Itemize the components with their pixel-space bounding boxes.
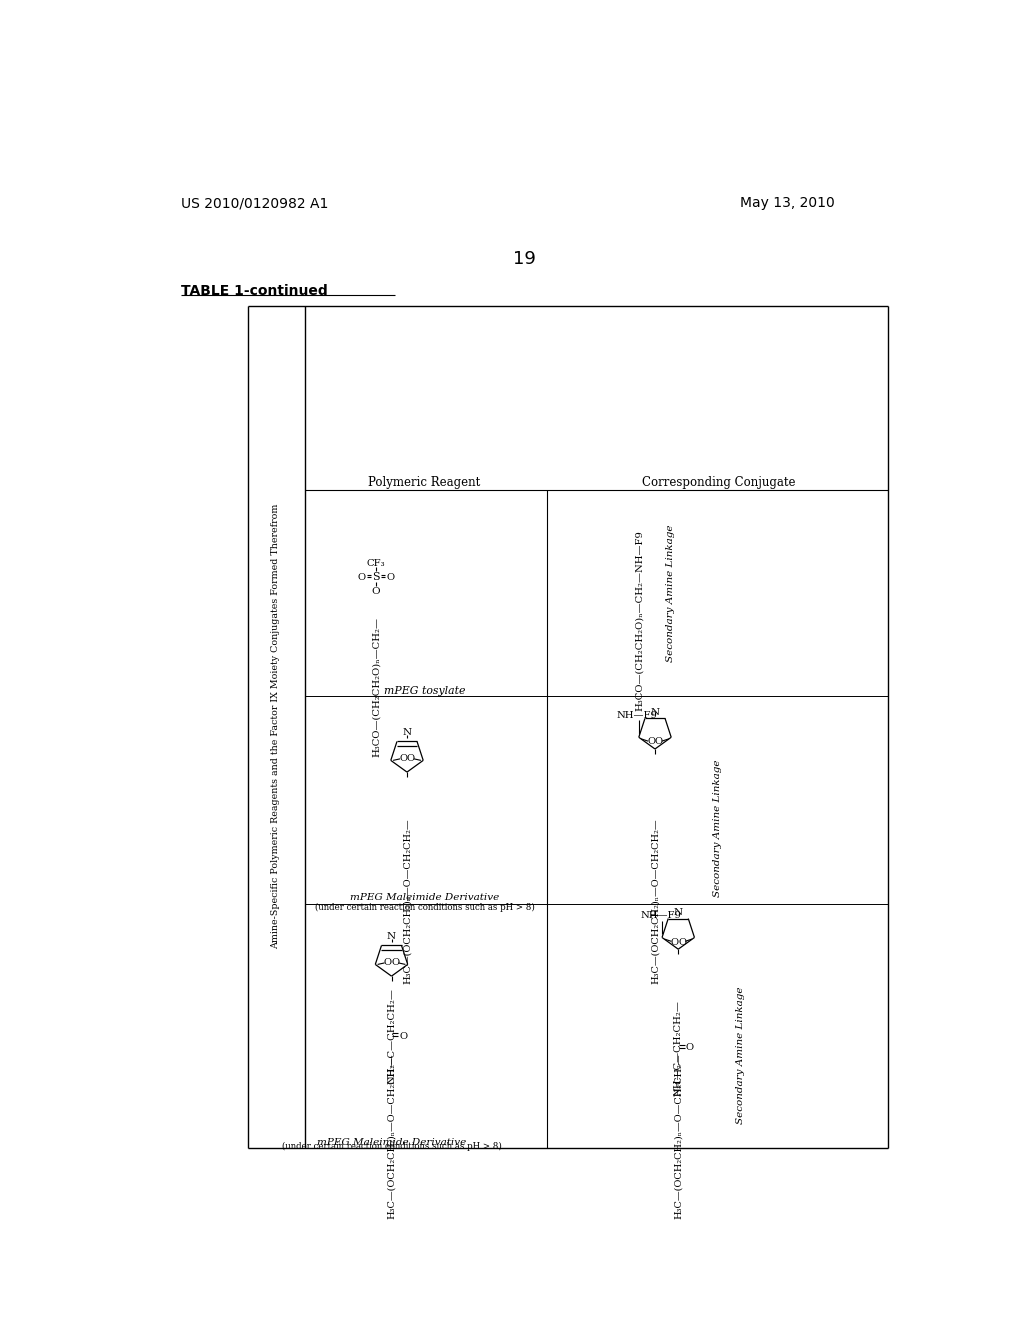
Text: O: O — [399, 754, 408, 763]
Text: Secondary Amine Linkage: Secondary Amine Linkage — [666, 525, 675, 663]
Text: Amine-Specific Polymeric Reagents and the Factor IX Moiety Conjugates Formed The: Amine-Specific Polymeric Reagents and th… — [271, 503, 281, 949]
Text: NH—C—CH₂CH₂—: NH—C—CH₂CH₂— — [387, 989, 396, 1084]
Text: 19: 19 — [513, 249, 537, 268]
Text: Corresponding Conjugate: Corresponding Conjugate — [642, 477, 796, 490]
Text: H₃CO—(CH₂CH₂O)ₙ—CH₂—NH—F9: H₃CO—(CH₂CH₂O)ₙ—CH₂—NH—F9 — [635, 529, 644, 711]
Text: H₃C—(OCH₂CH₂)ₙ—O—CH₂CH₂—: H₃C—(OCH₂CH₂)ₙ—O—CH₂CH₂— — [674, 1053, 683, 1220]
Text: NH—C—CH₂CH₂—: NH—C—CH₂CH₂— — [674, 999, 683, 1096]
Text: N: N — [650, 708, 659, 717]
Text: Secondary Amine Linkage: Secondary Amine Linkage — [736, 987, 744, 1125]
Text: H₃C—(OCH₂CH₂)ₙ—O—CH₂CH₂—: H₃C—(OCH₂CH₂)ₙ—O—CH₂CH₂— — [387, 1053, 396, 1220]
Text: N: N — [674, 908, 683, 916]
Text: NH—F9: NH—F9 — [616, 711, 657, 721]
Text: May 13, 2010: May 13, 2010 — [740, 197, 835, 210]
Text: CF₃: CF₃ — [367, 558, 385, 568]
Text: O: O — [387, 573, 395, 582]
Text: O: O — [384, 958, 392, 968]
Text: O: O — [407, 754, 415, 763]
Text: O: O — [357, 573, 366, 582]
Text: H₃C—(OCH₂CH₂)ₙ—O—CH₂CH₂—: H₃C—(OCH₂CH₂)ₙ—O—CH₂CH₂— — [650, 818, 659, 985]
Text: Polymeric Reagent: Polymeric Reagent — [368, 477, 480, 490]
Text: O: O — [399, 1032, 408, 1040]
Text: N: N — [387, 932, 396, 941]
Text: O: O — [671, 937, 679, 946]
Text: Secondary Amine Linkage: Secondary Amine Linkage — [713, 759, 722, 898]
Text: mPEG Maleimide Derivative: mPEG Maleimide Derivative — [350, 894, 500, 902]
Text: H₃CO—(CH₂CH₂O)ₙ—CH₂—: H₃CO—(CH₂CH₂O)ₙ—CH₂— — [372, 618, 381, 758]
Text: US 2010/0120982 A1: US 2010/0120982 A1 — [180, 197, 328, 210]
Text: O: O — [391, 958, 399, 968]
Text: O: O — [654, 738, 663, 746]
Text: (under certain reaction conditions such as pH > 8): (under certain reaction conditions such … — [315, 903, 535, 912]
Text: S: S — [372, 573, 380, 582]
Text: mPEG Maleimide Derivative: mPEG Maleimide Derivative — [316, 1138, 466, 1147]
Text: O: O — [372, 586, 380, 595]
Text: mPEG tosylate: mPEG tosylate — [384, 686, 466, 696]
Text: N: N — [402, 727, 412, 737]
Text: O: O — [686, 1043, 694, 1052]
Text: H₃C—(OCH₂CH₂)ₙ—O—CH₂CH₂—: H₃C—(OCH₂CH₂)ₙ—O—CH₂CH₂— — [402, 818, 412, 985]
Text: O: O — [647, 738, 655, 746]
Text: O: O — [678, 937, 686, 946]
Text: TABLE 1-continued: TABLE 1-continued — [180, 284, 328, 298]
Text: NH—F9: NH—F9 — [640, 911, 681, 920]
Text: (under certain reaction conditions such as pH > 8): (under certain reaction conditions such … — [282, 1142, 502, 1151]
